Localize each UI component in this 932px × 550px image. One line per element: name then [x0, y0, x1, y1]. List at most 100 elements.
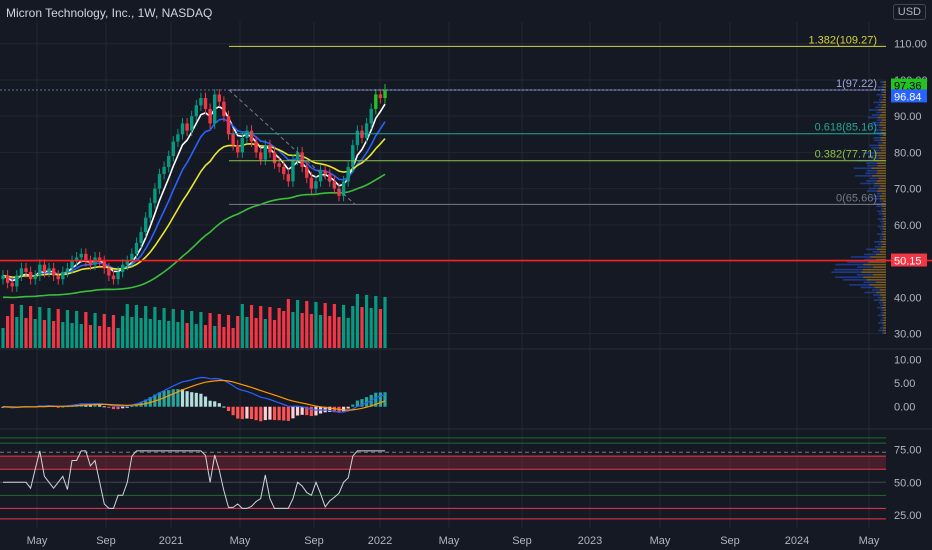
volume-profile-bar: [882, 322, 886, 324]
macd-histogram-bar: [167, 390, 171, 407]
volume-bar: [1, 328, 5, 348]
macd-histogram-bar: [378, 392, 382, 407]
volume-profile-bar: [861, 271, 886, 273]
volume-bar: [314, 302, 318, 348]
volume-bar: [263, 319, 267, 348]
volume-profile-bar: [882, 213, 886, 215]
volume-bar: [369, 308, 373, 348]
volume-profile-bar: [868, 187, 879, 190]
volume-profile-bar: [876, 248, 886, 251]
rsi-tick-label: 25.00: [894, 510, 922, 522]
volume-bar: [121, 316, 125, 348]
volume-bar: [346, 318, 350, 348]
volume-profile-bar: [863, 276, 886, 279]
volume-profile-bar: [883, 81, 886, 83]
volume-profile-bar: [866, 162, 878, 164]
x-tick-label: May: [650, 535, 671, 547]
volume-profile-bar: [875, 202, 882, 205]
volume-bar: [222, 327, 226, 348]
macd-histogram-bar: [162, 391, 166, 407]
volume-profile-bar: [880, 304, 884, 306]
volume-profile-bar: [880, 228, 884, 230]
volume-profile-bar: [881, 106, 886, 109]
volume-profile-bar: [879, 157, 886, 159]
volume-profile-bar: [835, 276, 864, 279]
macd-histogram-bar: [231, 406, 235, 416]
macd-histogram-bar: [199, 393, 203, 407]
macd-histogram-bar: [176, 389, 180, 407]
fib-level-label: 1(97.22): [836, 78, 877, 90]
volume-profile-bar: [876, 306, 882, 309]
volume-profile-bar: [883, 91, 886, 93]
volume-profile-bar: [881, 230, 884, 233]
volume-profile-bar: [878, 144, 886, 147]
volume-bar: [15, 317, 19, 348]
x-tick-label: May: [439, 535, 460, 547]
volume-bar: [75, 311, 79, 348]
macd-histogram-bar: [116, 406, 120, 410]
candle-body: [120, 264, 125, 272]
rsi-overbought-zone: [0, 456, 886, 470]
volume-profile-bar: [874, 286, 886, 289]
macd-histogram-bar: [383, 392, 387, 407]
macd-histogram-bar: [272, 406, 277, 421]
candle-body: [134, 242, 139, 254]
volume-bar: [277, 308, 281, 348]
volume-profile-bar: [879, 327, 884, 329]
volume-profile-bar: [880, 294, 886, 296]
volume-profile-bar: [876, 119, 882, 121]
volume-bar: [194, 324, 198, 348]
volume-profile-bar: [875, 152, 886, 154]
volume-profile-bar: [883, 311, 886, 314]
volume-bar: [291, 312, 295, 348]
volume-profile-bar: [883, 309, 886, 312]
volume-profile-bar: [870, 256, 886, 258]
price-tick-label: 30.00: [894, 329, 922, 341]
volume-profile-bar: [872, 121, 880, 124]
volume-profile-bar: [881, 202, 886, 205]
volume-profile-bar: [863, 152, 876, 154]
candle-body: [337, 188, 341, 196]
x-tick-label: 2021: [159, 535, 183, 547]
x-tick-label: May: [27, 535, 48, 547]
volume-profile-bar: [877, 116, 886, 119]
macd-tick-label: 5.00: [894, 378, 915, 390]
macd-histogram-bar: [351, 404, 355, 407]
volume-profile-bar: [874, 240, 881, 243]
volume-profile-bar: [880, 101, 886, 104]
macd-histogram-bar: [203, 396, 208, 407]
volume-bar: [254, 318, 258, 348]
volume-bar: [162, 308, 166, 348]
volume-profile-bar: [853, 167, 872, 170]
volume-bar: [190, 311, 194, 348]
currency-button[interactable]: USD: [892, 4, 926, 20]
volume-profile-bar: [877, 86, 883, 88]
candle-body: [378, 94, 383, 99]
price-tick-label: 60.00: [894, 220, 922, 232]
volume-profile-bar: [868, 109, 879, 111]
volume-profile-bar: [881, 324, 885, 327]
candle-body: [162, 166, 166, 175]
volume-profile-bar: [873, 294, 881, 296]
candle-body: [369, 108, 373, 124]
candle-body: [240, 137, 245, 153]
volume-profile-bar: [864, 258, 877, 261]
volume-profile-bar: [880, 251, 886, 253]
volume-bar: [134, 305, 139, 348]
volume-profile-bar: [878, 322, 883, 324]
macd-histogram-bar: [222, 406, 226, 408]
volume-bar: [93, 313, 97, 348]
volume-bar: [47, 308, 51, 348]
macd-histogram-bar: [249, 406, 254, 420]
volume-profile-bar: [876, 291, 886, 294]
volume-bar: [102, 314, 106, 348]
volume-profile-bar: [882, 126, 886, 129]
candle-body: [295, 152, 300, 160]
macd-histogram-bar: [121, 406, 125, 409]
candle-body: [166, 156, 171, 167]
volume-bar: [332, 304, 336, 348]
macd-histogram-bar: [254, 406, 258, 421]
volume-profile-bar: [883, 327, 886, 329]
volume-profile-bar: [873, 185, 881, 187]
